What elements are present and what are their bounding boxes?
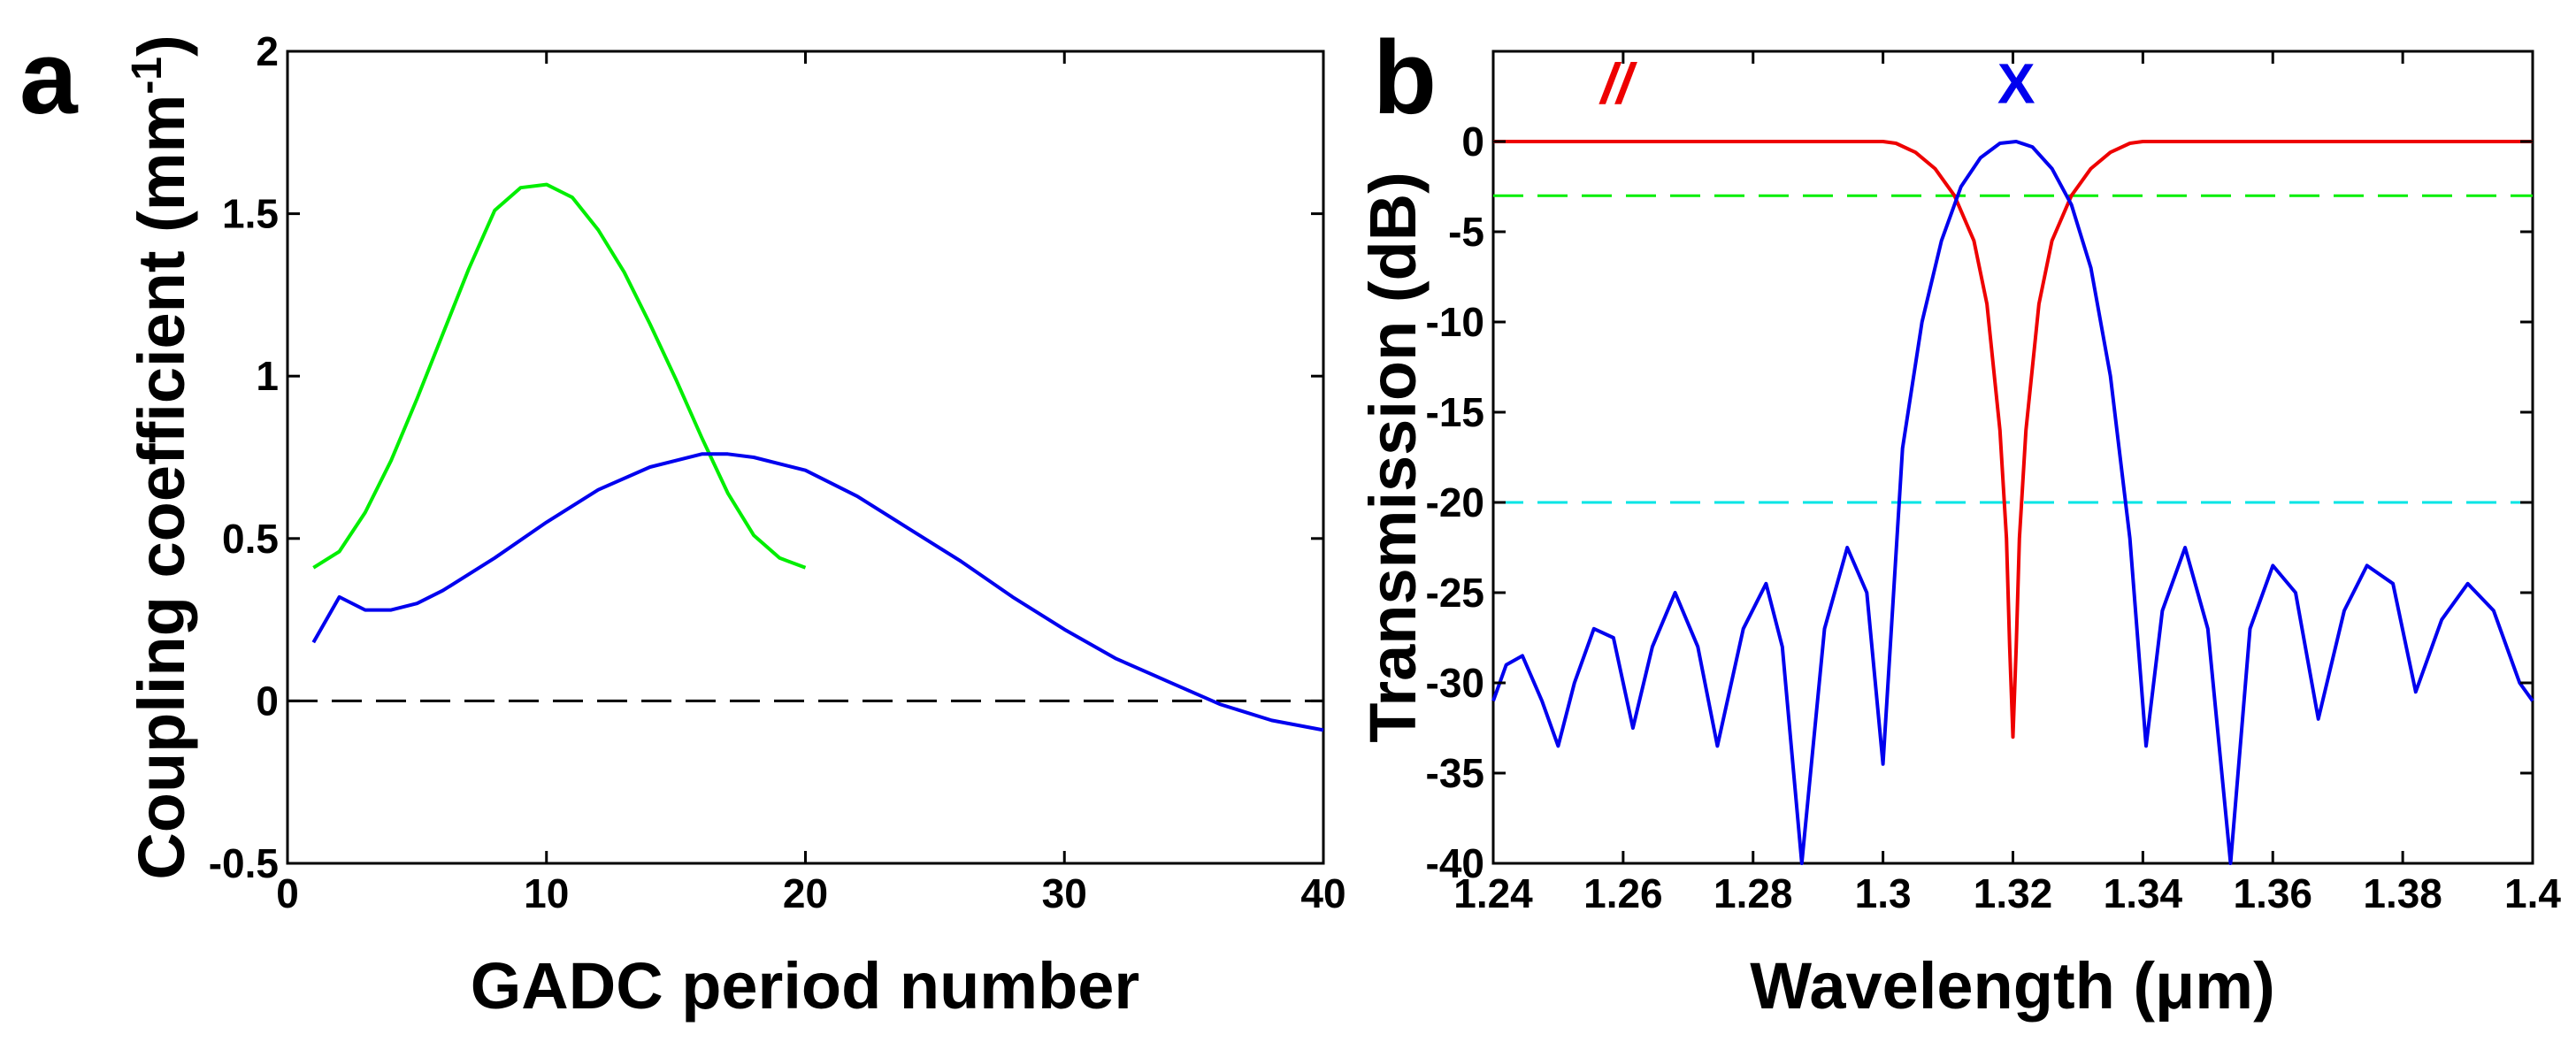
y-tick-label: -5 <box>1448 209 1484 255</box>
panel-a-y-ticks: -0.5 0 0.5 1 1.5 2 <box>209 28 1323 886</box>
panel-a-frame <box>286 50 1325 865</box>
x-tick-label: 40 <box>1300 870 1346 916</box>
y-tick-label: 1 <box>256 353 279 399</box>
y-tick-label: 0.5 <box>222 516 279 562</box>
y-tick-label: -10 <box>1426 299 1484 345</box>
series-line-blue <box>311 452 1324 732</box>
x-tick-label: 1.3 <box>1855 870 1912 916</box>
panel-a-x-axis-label: GADC period number <box>471 949 1139 1023</box>
panel-a-plot-area <box>288 182 1324 732</box>
panel-b-plot-area <box>1491 140 2534 865</box>
panel-b-frame <box>1491 50 2534 865</box>
panel-b-label: b <box>1373 19 1437 136</box>
y-tick-label: 1.5 <box>222 191 279 237</box>
y-tick-label: -35 <box>1426 750 1484 796</box>
panel-a-y-axis-label: Coupling coefficient (mm-1) <box>124 34 198 879</box>
x-tick-label: 0 <box>276 870 299 916</box>
y-tick-label: -0.5 <box>209 840 279 886</box>
y-tick-label: 2 <box>256 28 279 74</box>
x-tick-label: 10 <box>524 870 569 916</box>
y-tick-label: -40 <box>1426 840 1484 886</box>
panel-b-chart: b 1.24 1.26 1.28 1.3 1.32 1.34 1.36 1.38 1.4 0 -5… <box>1356 19 2561 1023</box>
panel-a-chart: a 0 10 20 30 40 -0.500.511.52 GADC period nu… <box>19 19 1346 1023</box>
panel-b-annotations: // X <box>1598 52 2036 116</box>
panel-b-x-axis-label: Wavelength (μm) <box>1750 949 2274 1023</box>
x-tick-label: 20 <box>783 870 828 916</box>
panel-b-y-ticks: 0 -5 -10 -15 -20 -25 -30 -35 -40 <box>1426 119 2533 886</box>
series-line-parallel <box>1493 140 2533 739</box>
x-tick-label: 1.34 <box>2104 870 2183 916</box>
parallel-label: // <box>1598 52 1638 116</box>
y-tick-label: -15 <box>1426 389 1484 435</box>
panel-a-x-ticks: 0 10 20 30 40 <box>276 51 1346 916</box>
y-tick-label: 0 <box>1461 119 1484 165</box>
x-tick-label: 1.36 <box>2233 870 2312 916</box>
series-line-green <box>312 182 807 570</box>
y-tick-label: 0 <box>256 678 279 724</box>
y-tick-label: -25 <box>1426 570 1484 616</box>
x-tick-label: 1.38 <box>2363 870 2442 916</box>
cross-label: X <box>1997 52 2036 116</box>
y-tick-label: -30 <box>1426 660 1484 706</box>
panel-a-label: a <box>19 19 79 136</box>
x-tick-label: 30 <box>1042 870 1087 916</box>
x-tick-label: 1.24 <box>1453 870 1533 916</box>
x-tick-label: 1.26 <box>1583 870 1663 916</box>
x-tick-label: 1.32 <box>1974 870 2053 916</box>
panel-b-x-ticks: 1.24 1.26 1.28 1.3 1.32 1.34 1.36 1.38 1.4 <box>1453 51 2561 916</box>
y-tick-label: -20 <box>1426 479 1484 525</box>
x-tick-label: 1.28 <box>1714 870 1793 916</box>
series-line-cross <box>1491 140 2534 865</box>
x-tick-label: 1.4 <box>2504 870 2561 916</box>
panel-b-y-axis-label: Transmission (dB) <box>1356 172 1430 743</box>
